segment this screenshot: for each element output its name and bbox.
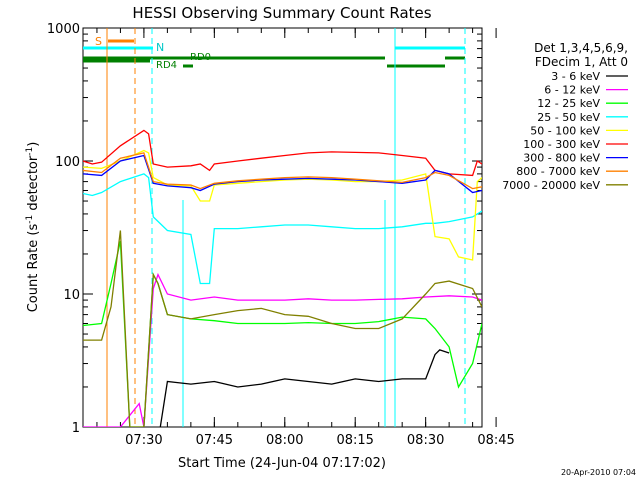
x-axis-label: Start Time (24-Jun-04 07:17:02) xyxy=(178,456,386,471)
x-tick-label: 08:00 xyxy=(266,433,303,448)
series-group xyxy=(83,129,482,427)
x-tick-label: 08:30 xyxy=(407,433,444,448)
series-line-8 xyxy=(83,230,482,427)
series-line-0 xyxy=(159,349,450,427)
y-tick-label: 1000 xyxy=(47,22,80,37)
marker-label-rd0: RD0 xyxy=(190,52,211,63)
y-axis-label-main: Count Rate (s xyxy=(26,224,41,313)
y-axis-label-sup2: -1 xyxy=(25,147,35,156)
y-axis-label-end: ) xyxy=(26,142,41,147)
marker-label-rd4: RD4 xyxy=(156,60,177,71)
legend: Det 1,3,4,5,6,9, FDecim 1, Att 0 3 - 6 k… xyxy=(502,41,628,192)
series-line-7 xyxy=(83,152,482,190)
marker-label-n: N xyxy=(156,41,164,54)
x-tick-label: 07:30 xyxy=(125,433,162,448)
legend-label-5: 100 - 300 keV xyxy=(523,138,600,151)
y-axis-ticks: 1 10 100 1000 xyxy=(47,22,482,436)
legend-label-7: 800 - 7000 keV xyxy=(516,165,600,178)
legend-header-line2: FDecim 1, Att 0 xyxy=(535,55,628,69)
series-line-3 xyxy=(83,173,482,285)
y-tick-label: 1 xyxy=(72,421,80,436)
marker-label-s: S xyxy=(95,35,102,48)
legend-header-line1: Det 1,3,4,5,6,9, xyxy=(534,41,628,55)
footer-date: 20-Apr-2010 07:04 xyxy=(561,468,636,477)
legend-label-3: 25 - 50 keV xyxy=(537,111,600,124)
state-markers xyxy=(83,28,466,427)
y-axis-label: Count Rate (s-1 detector-1) xyxy=(25,142,41,313)
legend-label-2: 12 - 25 keV xyxy=(537,97,600,110)
legend-label-8: 7000 - 20000 keV xyxy=(502,179,600,192)
x-tick-label: 08:45 xyxy=(477,433,514,448)
series-line-2 xyxy=(83,240,482,427)
y-axis-label-mid: detector xyxy=(26,155,41,215)
legend-label-1: 6 - 12 keV xyxy=(544,84,600,97)
plot-frame xyxy=(82,27,483,428)
legend-label-4: 50 - 100 keV xyxy=(530,124,600,137)
legend-label-6: 300 - 800 keV xyxy=(523,152,600,165)
x-tick-label: 08:15 xyxy=(336,433,373,448)
x-axis-ticks: 07:30 07:45 08:00 08:15 08:30 08:45 xyxy=(96,28,515,448)
series-line-5 xyxy=(83,129,482,177)
legend-label-0: 3 - 6 keV xyxy=(551,70,600,83)
chart-title: HESSI Observing Summary Count Rates xyxy=(132,4,431,22)
y-tick-label: 100 xyxy=(55,155,80,170)
series-line-1 xyxy=(83,272,482,427)
x-tick-label: 07:45 xyxy=(196,433,233,448)
y-axis-label-sup1: -1 xyxy=(25,215,35,224)
series-line-4 xyxy=(83,149,482,261)
y-tick-label: 10 xyxy=(63,288,80,303)
